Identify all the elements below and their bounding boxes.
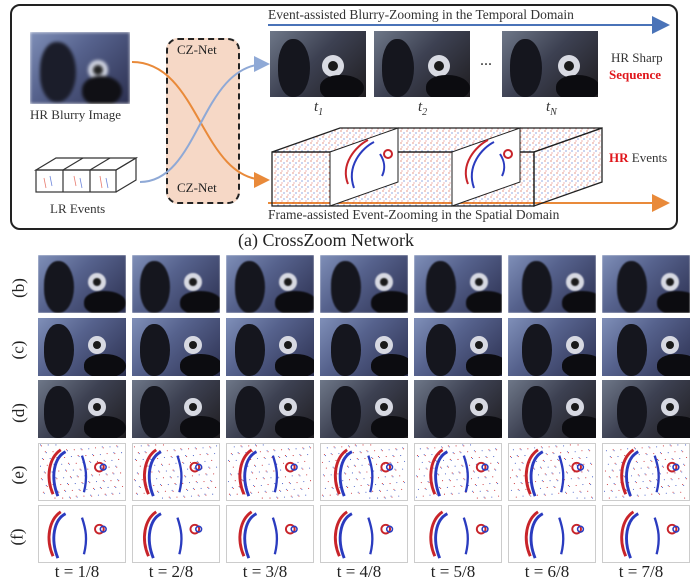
- row-label-f: (f): [7, 528, 27, 546]
- grid-cell-c-6: [508, 317, 596, 376]
- grid-cell-c-2: [132, 317, 220, 376]
- grid-cell-f-6: [508, 505, 596, 563]
- grid-cell-b-3: [226, 255, 314, 313]
- frame-t1-label: t1: [314, 99, 324, 118]
- cznet-box: [166, 38, 240, 204]
- hr-blurry-label: HR Blurry Image: [30, 107, 121, 122]
- sequence-label: Sequence: [609, 67, 661, 82]
- spatial-title: Frame-assisted Event-Zooming in the Spat…: [268, 207, 560, 222]
- sequence-frame-n: [502, 31, 598, 97]
- frame-tn-label: tN: [546, 99, 557, 118]
- grid-cell-e-3: [226, 442, 314, 501]
- lr-events-label: LR Events: [50, 201, 106, 216]
- grid-cell-d-5: [414, 380, 502, 438]
- frame-t2-label: t2: [418, 99, 428, 118]
- row-label-c: (c): [8, 340, 28, 360]
- grid-cell-d-1: [38, 380, 126, 438]
- grid-cell-e-6: [508, 442, 596, 501]
- hr-sharp-label: HR Sharp: [611, 50, 663, 65]
- grid-cell-c-5: [414, 317, 502, 376]
- caption-a: (a) CrossZoom Network: [238, 230, 414, 250]
- time-label-6: t = 6/8: [524, 562, 570, 581]
- grid-cell-d-2: [132, 380, 220, 438]
- grid-cell-b-5: [414, 255, 502, 313]
- row-label-d: (d): [8, 403, 28, 423]
- grid-cell-f-4: [320, 505, 408, 563]
- temporal-title: Event-assisted Blurry-Zooming in the Tem…: [268, 7, 574, 22]
- grid-cell-b-2: [132, 255, 220, 313]
- sequence-frame-2: [374, 31, 470, 97]
- time-label-5: t = 5/8: [430, 562, 476, 581]
- grid-cell-f-7: [602, 505, 690, 563]
- time-label-7: t = 7/8: [618, 562, 664, 581]
- grid-cell-d-6: [508, 380, 596, 438]
- grid-cell-c-3: [226, 317, 314, 376]
- grid-cell-d-3: [226, 380, 314, 438]
- grid-cell-e-1: [38, 442, 126, 501]
- time-label-4: t = 4/8: [336, 562, 382, 581]
- grid-cell-c-4: [320, 317, 408, 376]
- grid-cell-f-1: [38, 505, 126, 563]
- sequence-frame-1: [270, 31, 366, 97]
- grid-cell-b-6: [508, 255, 596, 313]
- grid-cell-f-5: [414, 505, 502, 563]
- hr-events-label: HR Events: [609, 150, 668, 165]
- sequence-ellipsis: ...: [480, 52, 492, 69]
- grid-cell-c-1: [38, 317, 126, 376]
- grid-cell-e-4: [320, 442, 408, 501]
- grid-cell-f-3: [226, 505, 314, 563]
- lr-events-cubes: [33, 156, 139, 193]
- grid-cell-b-7: [602, 255, 690, 313]
- grid-cell-b-4: [320, 255, 408, 313]
- row-label-e: (e): [8, 465, 28, 485]
- time-label-1: t = 1/8: [54, 562, 100, 581]
- cznet-top-label: CZ-Net: [177, 42, 217, 57]
- crosszoom-panel: [10, 4, 678, 230]
- hr-blurry-image: [30, 32, 130, 104]
- grid-cell-d-7: [602, 380, 690, 438]
- grid-cell-e-7: [602, 442, 690, 501]
- grid-cell-b-1: [38, 255, 126, 313]
- row-label-b: (b): [8, 278, 28, 298]
- grid-cell-f-2: [132, 505, 220, 563]
- cznet-bottom-label: CZ-Net: [177, 180, 217, 195]
- grid-cell-e-5: [414, 442, 502, 501]
- hr-events-volume: [271, 127, 603, 207]
- grid-cell-c-7: [602, 317, 690, 376]
- grid-cell-e-2: [132, 442, 220, 501]
- time-label-2: t = 2/8: [148, 562, 194, 581]
- grid-cell-d-4: [320, 380, 408, 438]
- time-label-3: t = 3/8: [242, 562, 288, 581]
